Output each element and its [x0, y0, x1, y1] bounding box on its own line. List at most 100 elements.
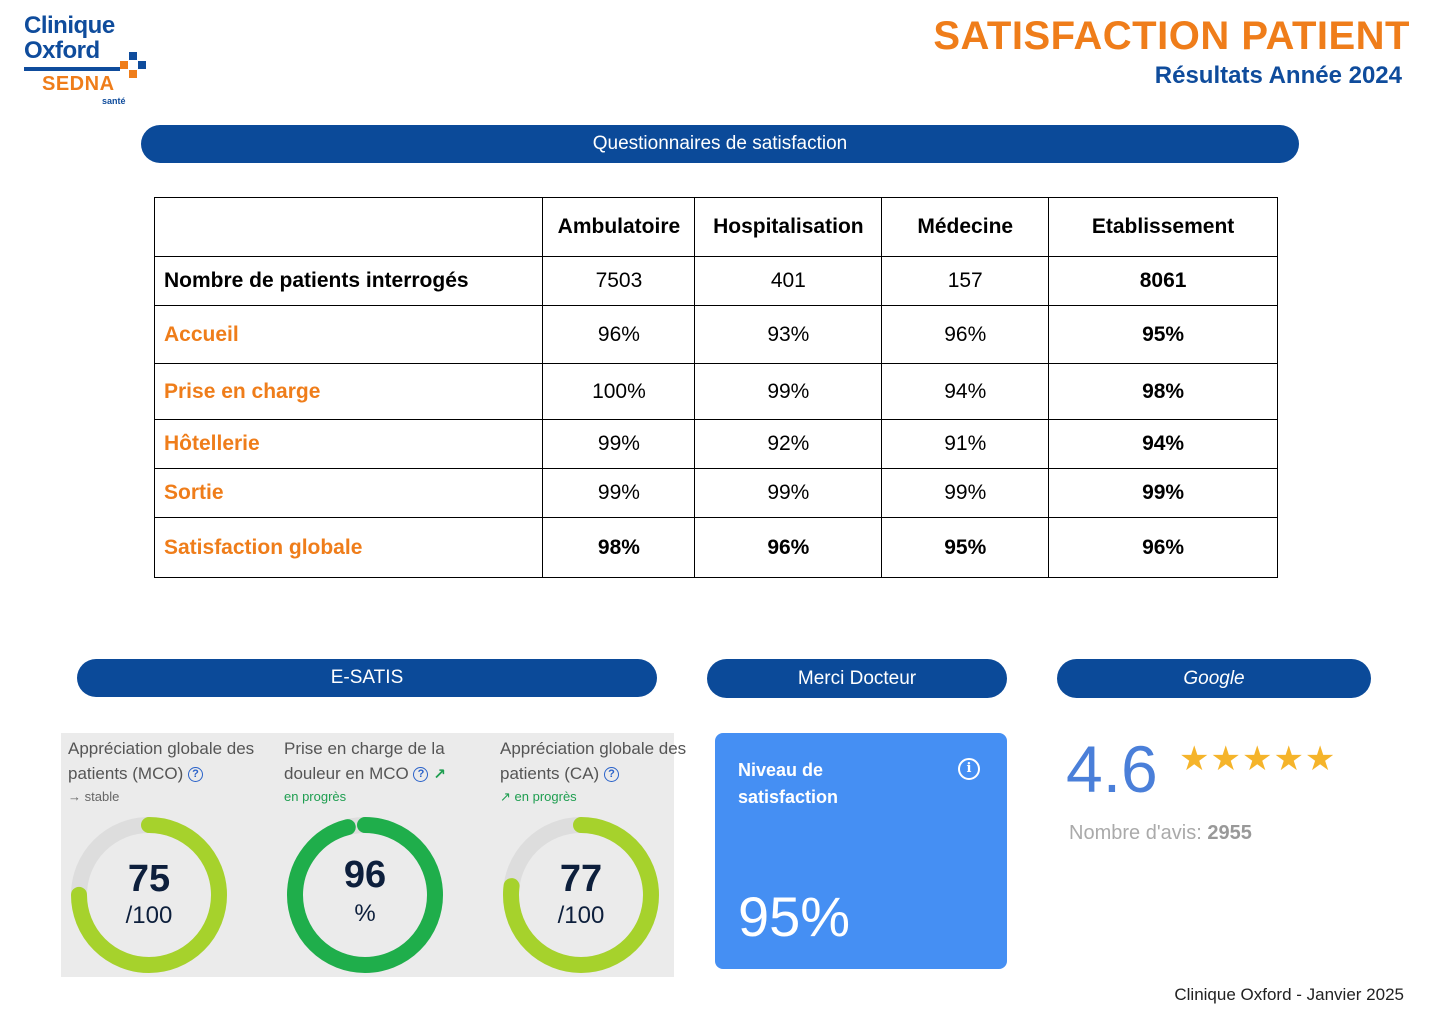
google-reviews-label: Nombre d'avis: [1069, 822, 1202, 844]
arrow-up-right-icon: ↗ [433, 766, 446, 783]
page-footer: Clinique Oxford - Janvier 2025 [1174, 985, 1404, 1004]
table-cell: 99% [542, 468, 696, 518]
table-cell: 401 [694, 256, 883, 306]
info-icon[interactable]: i [958, 758, 980, 780]
gauge-value: 77 [560, 858, 602, 900]
logo-bar [24, 67, 120, 71]
clinic-logo: Clinique Oxford SEDNA santé [24, 12, 154, 106]
gauge-trend: en progrès [284, 789, 346, 804]
table-row: Nombre de patients interrogés 7503 401 1… [153, 256, 1278, 306]
section-header-google: Google [1057, 659, 1371, 698]
gauge-trend-text: en progrès [284, 789, 347, 804]
gauge-arc [503, 817, 659, 973]
gauge-trend: ↗ en progrès [500, 789, 577, 805]
gauge-unit: /100 [126, 902, 173, 929]
table-cell: 96% [542, 305, 696, 364]
gauge-ring: 96 % [287, 817, 443, 973]
google-rating-value: 4.6 [1066, 732, 1158, 806]
gauge-card-mco: Appréciation globale des patients (MCO) … [61, 733, 265, 977]
table-header-medecine: Médecine [881, 197, 1050, 257]
table-cell-total: 8061 [1048, 256, 1278, 306]
gauge-label-text: Appréciation globale des patients (CA) [500, 739, 687, 783]
table-cell-total: 98% [1048, 363, 1278, 420]
esatis-panel: Appréciation globale des patients (MCO) … [61, 733, 686, 977]
gauge-ring: 75 /100 [71, 817, 227, 973]
table-cell: 92% [694, 419, 883, 469]
table-cell: 98% [542, 517, 696, 578]
row-label: Prise en charge [153, 363, 544, 420]
merci-docteur-card: Niveau de satisfaction i 95% [715, 733, 1007, 969]
gauge-label-text: Appréciation globale des patients (MCO) [68, 739, 255, 783]
google-reviews-count: 2955 [1207, 822, 1252, 844]
page-subtitle: Résultats Année 2024 [1154, 62, 1402, 89]
help-icon[interactable]: ? [413, 767, 429, 782]
table-cell: 91% [881, 419, 1050, 469]
table-cell: 99% [881, 468, 1050, 518]
google-reviews: Nombre d'avis: 2955 [1069, 822, 1252, 845]
row-label: Satisfaction globale [153, 517, 544, 578]
table-cell: 99% [694, 468, 883, 518]
table-row: Satisfaction globale 98% 96% 95% 96% [153, 517, 1278, 578]
table-cell-total: 94% [1048, 419, 1278, 469]
table-cell: 96% [694, 517, 883, 578]
help-icon[interactable]: ? [187, 767, 203, 782]
gauge-ring: 77 /100 [503, 817, 659, 973]
logo-brand: SEDNA [42, 73, 115, 95]
gauge-label: Prise en charge de la douleur en MCO ? ↗ [284, 736, 484, 787]
gauge-trend-text: stable [84, 789, 120, 804]
table-cell: 157 [881, 256, 1050, 306]
table-cell: 99% [694, 363, 883, 420]
section-header-esatis: E-SATIS [77, 659, 657, 697]
arrow-up-right-icon: ↗ [500, 789, 511, 804]
table-cell-total: 96% [1048, 517, 1278, 578]
table-cell-total: 99% [1048, 468, 1278, 518]
row-label: Nombre de patients interrogés [153, 256, 544, 306]
section-header-merci-docteur: Merci Docteur [707, 659, 1007, 698]
table-cell: 93% [694, 305, 883, 364]
gauge-label: Appréciation globale des patients (CA) ? [500, 736, 700, 786]
gauge-arc [287, 817, 443, 973]
gauge-trend-text: en progrès [514, 789, 577, 804]
gauge-label-text: Prise en charge de la douleur en MCO [284, 739, 445, 783]
table-row: Prise en charge 100% 99% 94% 98% [153, 363, 1278, 420]
table-row: Accueil 96% 93% 96% 95% [153, 305, 1278, 364]
gauge-value: 75 [128, 858, 170, 900]
help-icon[interactable]: ? [603, 767, 619, 782]
table-cell: 94% [881, 363, 1050, 420]
table-header-etablissement: Etablissement [1048, 197, 1278, 257]
row-label: Accueil [153, 305, 544, 364]
gauge-arc [71, 817, 227, 973]
gauge-value: 96 [344, 854, 386, 896]
table-header-empty [153, 197, 544, 257]
gauge-trend: → stable [68, 789, 119, 804]
table-cell: 7503 [542, 256, 696, 306]
gauge-label: Appréciation globale des patients (MCO) … [68, 736, 268, 786]
logo-cross-icon [120, 52, 146, 78]
logo-line-1: Clinique [24, 12, 115, 39]
row-label: Hôtellerie [153, 419, 544, 469]
gauge-unit: % [354, 900, 375, 927]
logo-line-2: Oxford [24, 37, 100, 64]
table-header-hospitalisation: Hospitalisation [694, 197, 883, 257]
gauge-card-ca: Appréciation globale des patients (CA) ?… [493, 733, 697, 977]
page-title: SATISFACTION PATIENT [933, 14, 1410, 58]
table-cell: 95% [881, 517, 1050, 578]
table-row: Sortie 99% 99% 99% 99% [153, 468, 1278, 518]
table-cell-total: 95% [1048, 305, 1278, 364]
section-header-questionnaires: Questionnaires de satisfaction [141, 125, 1299, 163]
satisfaction-table: Ambulatoire Hospitalisation Médecine Eta… [153, 197, 1278, 578]
logo-tagline: santé [102, 96, 126, 106]
gauge-card-douleur: Prise en charge de la douleur en MCO ? ↗… [277, 733, 481, 977]
merci-docteur-value: 95% [738, 885, 851, 948]
gauge-unit: /100 [558, 902, 605, 929]
table-header-row: Ambulatoire Hospitalisation Médecine Eta… [153, 197, 1278, 257]
row-label: Sortie [153, 468, 544, 518]
table-cell: 99% [542, 419, 696, 469]
star-rating-icon: ★★★★★ [1179, 740, 1337, 778]
merci-docteur-label: Niveau de satisfaction [738, 760, 839, 807]
table-row: Hôtellerie 99% 92% 91% 94% [153, 419, 1278, 469]
table-header-ambulatoire: Ambulatoire [542, 197, 696, 257]
arrow-right-icon: → [68, 789, 81, 804]
table-cell: 100% [542, 363, 696, 420]
table-cell: 96% [881, 305, 1050, 364]
